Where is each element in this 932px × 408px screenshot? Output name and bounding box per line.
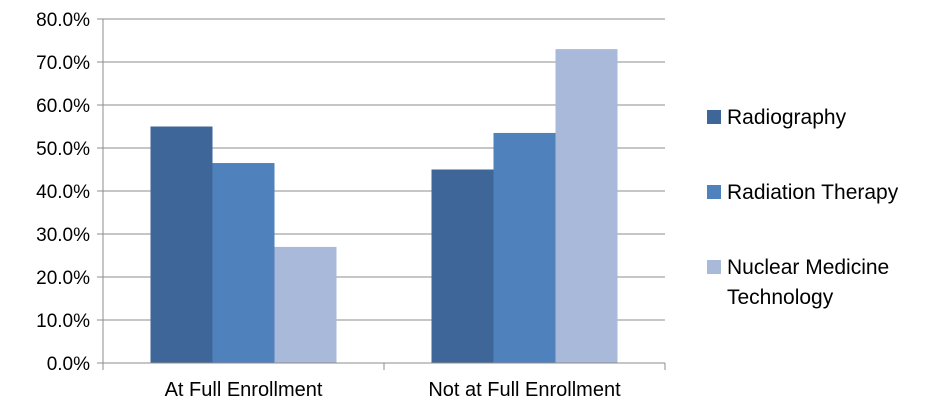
x-category-label: Not at Full Enrollment <box>428 379 621 401</box>
y-tick-label: 0.0% <box>47 354 90 375</box>
bars <box>150 49 618 363</box>
bar <box>431 169 494 363</box>
legend-label-line: Nuclear Medicine <box>727 256 889 279</box>
bar <box>150 126 213 363</box>
y-tick-label: 20.0% <box>36 268 90 289</box>
labels: 0.0% 10.0% 20.0% 30.0% 40.0% 50.0% 60.0% 70.0% 8… <box>36 10 621 401</box>
bar <box>212 163 275 363</box>
legend-swatch <box>707 110 721 124</box>
legend-label: Radiation Therapy <box>727 181 899 204</box>
legend-label: Radiography <box>727 106 847 129</box>
bar <box>493 132 556 363</box>
legend-swatch <box>707 260 721 274</box>
y-tick-label: 70.0% <box>36 53 90 74</box>
legend-item: Radiography <box>707 106 847 129</box>
x-category-label: At Full Enrollment <box>165 379 323 401</box>
bar <box>555 49 618 363</box>
legend-swatch <box>707 185 721 199</box>
y-tick-label: 10.0% <box>36 311 90 332</box>
axes <box>97 18 666 370</box>
legend-label: Nuclear Medicine Technology <box>727 256 889 309</box>
y-tick-label: 40.0% <box>36 182 90 203</box>
bar <box>274 246 337 363</box>
y-tick-label: 30.0% <box>36 225 90 246</box>
y-tick-label: 80.0% <box>36 10 90 31</box>
legend-label-line: Technology <box>727 286 834 309</box>
legend: Radiography Radiation Therapy Nuclear Medi… <box>707 106 899 309</box>
y-tick-label: 50.0% <box>36 139 90 160</box>
y-tick-label: 60.0% <box>36 96 90 117</box>
legend-item: Nuclear Medicine Technology <box>707 256 889 309</box>
legend-item: Radiation Therapy <box>707 181 899 204</box>
